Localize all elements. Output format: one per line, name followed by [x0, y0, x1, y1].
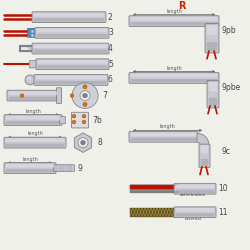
Text: 11: 11 [218, 208, 228, 217]
FancyBboxPatch shape [4, 137, 66, 148]
Text: antivibration: antivibration [180, 193, 206, 197]
FancyBboxPatch shape [176, 208, 214, 212]
Circle shape [20, 94, 24, 97]
FancyBboxPatch shape [9, 92, 57, 95]
Circle shape [80, 140, 86, 145]
FancyBboxPatch shape [209, 82, 217, 91]
FancyBboxPatch shape [34, 50, 107, 53]
FancyBboxPatch shape [4, 163, 56, 173]
FancyBboxPatch shape [6, 116, 60, 119]
Text: length: length [166, 9, 182, 14]
FancyBboxPatch shape [60, 116, 65, 124]
Circle shape [82, 120, 86, 124]
FancyBboxPatch shape [6, 138, 64, 142]
Circle shape [72, 120, 76, 124]
Text: length: length [166, 66, 182, 70]
FancyBboxPatch shape [34, 74, 108, 85]
FancyBboxPatch shape [32, 12, 106, 22]
Text: R: R [178, 1, 186, 11]
Text: external: external [184, 216, 202, 220]
FancyBboxPatch shape [131, 138, 196, 141]
FancyBboxPatch shape [205, 24, 219, 53]
FancyBboxPatch shape [4, 115, 62, 126]
FancyBboxPatch shape [7, 90, 59, 101]
Circle shape [27, 76, 31, 80]
FancyBboxPatch shape [129, 132, 198, 142]
Text: 9: 9 [78, 164, 83, 173]
Text: 9pbe: 9pbe [222, 83, 241, 92]
FancyBboxPatch shape [34, 44, 107, 48]
Text: 5: 5 [108, 60, 113, 69]
Text: 2: 2 [108, 13, 113, 22]
FancyBboxPatch shape [129, 72, 219, 83]
FancyBboxPatch shape [37, 29, 107, 32]
Circle shape [72, 114, 76, 118]
FancyBboxPatch shape [36, 81, 106, 84]
FancyBboxPatch shape [131, 79, 217, 82]
FancyBboxPatch shape [209, 98, 217, 106]
FancyBboxPatch shape [56, 88, 62, 104]
FancyBboxPatch shape [174, 207, 216, 218]
FancyBboxPatch shape [6, 144, 64, 147]
Text: 8: 8 [97, 138, 102, 147]
FancyBboxPatch shape [54, 165, 74, 172]
Circle shape [72, 83, 98, 108]
Circle shape [72, 83, 98, 108]
Text: 7b: 7b [92, 116, 102, 124]
FancyBboxPatch shape [72, 112, 88, 128]
Circle shape [78, 138, 88, 147]
FancyBboxPatch shape [6, 164, 54, 168]
FancyBboxPatch shape [28, 28, 36, 37]
Text: length: length [26, 109, 42, 114]
FancyBboxPatch shape [34, 13, 104, 17]
Circle shape [80, 91, 90, 101]
FancyBboxPatch shape [131, 22, 217, 25]
Circle shape [70, 94, 74, 97]
Text: 9pb: 9pb [222, 26, 236, 35]
FancyBboxPatch shape [207, 80, 219, 108]
FancyBboxPatch shape [176, 190, 214, 193]
Circle shape [83, 85, 87, 89]
FancyBboxPatch shape [199, 144, 210, 168]
Text: 9c: 9c [222, 148, 231, 156]
Text: length: length [27, 131, 43, 136]
FancyBboxPatch shape [36, 59, 109, 70]
FancyBboxPatch shape [174, 183, 216, 194]
Text: 3: 3 [108, 28, 113, 37]
Circle shape [82, 114, 86, 118]
FancyBboxPatch shape [201, 145, 208, 154]
Circle shape [83, 102, 87, 106]
FancyBboxPatch shape [131, 132, 196, 136]
FancyBboxPatch shape [129, 16, 219, 26]
FancyBboxPatch shape [9, 97, 57, 100]
FancyBboxPatch shape [207, 25, 217, 35]
FancyBboxPatch shape [36, 76, 106, 80]
Text: 4: 4 [108, 44, 113, 53]
FancyBboxPatch shape [37, 34, 107, 37]
Text: 6: 6 [108, 76, 113, 84]
FancyBboxPatch shape [34, 18, 104, 22]
FancyBboxPatch shape [207, 42, 217, 51]
FancyBboxPatch shape [131, 17, 217, 20]
FancyBboxPatch shape [6, 169, 54, 172]
Text: length: length [22, 157, 38, 162]
Text: length: length [160, 124, 176, 130]
FancyBboxPatch shape [6, 121, 60, 124]
FancyBboxPatch shape [35, 28, 109, 38]
FancyBboxPatch shape [32, 43, 109, 54]
FancyBboxPatch shape [176, 184, 214, 188]
Circle shape [25, 75, 35, 85]
FancyBboxPatch shape [131, 74, 217, 78]
FancyBboxPatch shape [201, 159, 208, 166]
Polygon shape [74, 133, 92, 152]
FancyBboxPatch shape [29, 60, 38, 68]
Text: 10: 10 [218, 184, 228, 193]
Text: 7: 7 [102, 91, 107, 100]
Circle shape [82, 93, 87, 98]
FancyBboxPatch shape [38, 60, 107, 64]
Polygon shape [197, 133, 209, 145]
FancyBboxPatch shape [38, 65, 107, 68]
FancyBboxPatch shape [176, 213, 214, 216]
